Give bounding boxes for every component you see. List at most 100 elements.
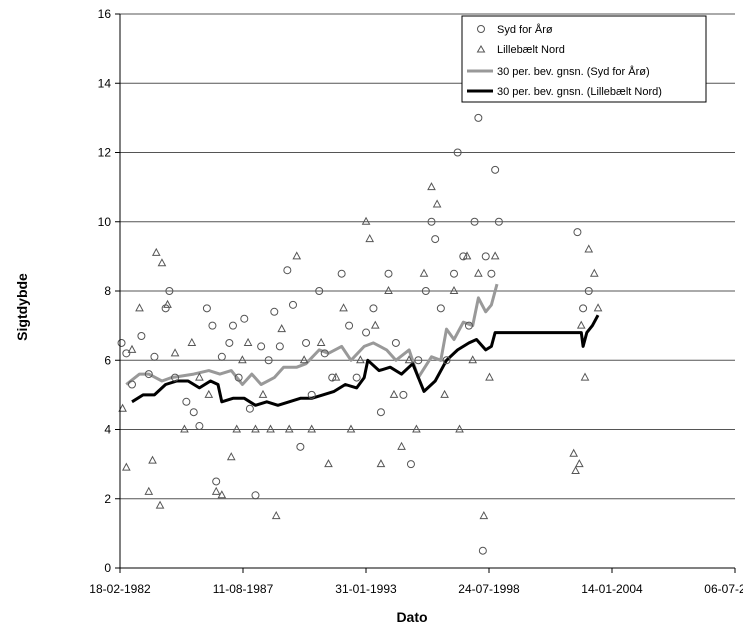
marker-syd-for-aro <box>573 228 582 237</box>
marker-lillebaelt-nord <box>404 355 414 364</box>
marker-lillebaelt-nord <box>144 486 154 495</box>
marker-lillebaelt-nord <box>316 337 326 346</box>
x-tick-label: 11-08-1987 <box>213 582 274 596</box>
marker-syd-for-aro <box>470 217 479 226</box>
marker-lillebaelt-nord <box>589 268 599 277</box>
marker-lillebaelt-nord <box>148 455 157 464</box>
marker-syd-for-aro <box>369 304 378 313</box>
avg-line-lillebaelt-nord <box>131 314 600 407</box>
marker-lillebaelt-nord <box>580 372 590 381</box>
marker-syd-for-aro <box>117 338 126 347</box>
marker-syd-for-aro <box>362 328 371 337</box>
marker-lillebaelt-nord <box>339 303 348 312</box>
marker-lillebaelt-nord <box>571 465 580 475</box>
legend-box <box>461 15 707 103</box>
marker-syd-for-aro <box>225 338 234 347</box>
marker-syd-for-aro <box>202 304 211 313</box>
legend-marker-triangle <box>476 45 486 53</box>
marker-lillebaelt-nord <box>251 424 260 433</box>
avg-line-syd-for-aro <box>125 283 499 386</box>
marker-syd-for-aro <box>414 356 423 365</box>
marker-lillebaelt-nord <box>575 459 584 468</box>
marker-syd-for-aro <box>195 422 204 431</box>
marker-lillebaelt-nord <box>157 258 167 267</box>
marker-lillebaelt-nord <box>474 268 483 277</box>
marker-lillebaelt-nord <box>204 389 214 398</box>
marker-lillebaelt-nord <box>155 500 165 509</box>
legend-label-avg-lillebaelt-nord: 30 per. bev. gnsn. (Lillebælt Nord) <box>497 86 662 98</box>
y-tick-label: 2 <box>104 492 111 506</box>
legend-label-avg-syd-for-aro: 30 per. bev. gnsn. (Syd for Årø) <box>497 65 650 78</box>
marker-syd-for-aro <box>257 342 266 351</box>
marker-syd-for-aro <box>459 252 468 261</box>
marker-lillebaelt-nord <box>346 424 356 433</box>
marker-lillebaelt-nord <box>118 403 127 412</box>
marker-lillebaelt-nord <box>135 303 144 312</box>
marker-lillebaelt-nord <box>376 459 386 468</box>
marker-syd-for-aro <box>399 390 408 399</box>
marker-lillebaelt-nord <box>432 199 442 208</box>
marker-lillebaelt-nord <box>258 389 268 398</box>
marker-syd-for-aro <box>270 307 279 316</box>
y-tick-label: 10 <box>98 215 112 229</box>
y-tick-label: 0 <box>104 561 111 575</box>
marker-syd-for-aro <box>217 352 226 361</box>
marker-syd-for-aro <box>450 269 459 278</box>
marker-syd-for-aro <box>478 546 487 555</box>
marker-syd-for-aro <box>212 477 221 486</box>
y-tick-label: 6 <box>104 353 111 367</box>
marker-syd-for-aro <box>208 321 217 330</box>
marker-syd-for-aro <box>182 397 191 406</box>
marker-lillebaelt-nord <box>217 490 227 499</box>
legend: Syd for Årø Lillebælt Nord 30 per. bev. … <box>461 15 707 103</box>
marker-syd-for-aro <box>127 380 136 389</box>
marker-syd-for-aro <box>579 304 588 313</box>
marker-lillebaelt-nord <box>427 182 436 191</box>
marker-syd-for-aro <box>144 370 153 379</box>
marker-syd-for-aro <box>481 252 490 261</box>
marker-lillebaelt-nord <box>569 448 579 457</box>
marker-lillebaelt-nord <box>151 247 161 256</box>
marker-lillebaelt-nord <box>121 462 131 471</box>
x-tick-label: 06-07-2009 <box>704 582 743 596</box>
marker-syd-for-aro <box>406 460 415 469</box>
y-tick-label: 4 <box>104 423 111 437</box>
marker-lillebaelt-nord <box>397 441 406 450</box>
marker-lillebaelt-nord <box>266 424 275 433</box>
marker-lillebaelt-nord <box>384 285 393 294</box>
x-tick-label: 31-01-1993 <box>335 582 397 596</box>
marker-lillebaelt-nord <box>370 320 380 329</box>
marker-lillebaelt-nord <box>576 320 586 329</box>
marker-lillebaelt-nord <box>479 511 489 520</box>
marker-lillebaelt-nord <box>356 355 365 364</box>
marker-syd-for-aro <box>150 352 159 361</box>
marker-syd-for-aro <box>251 491 260 500</box>
marker-lillebaelt-nord <box>299 355 309 364</box>
marker-syd-for-aro <box>240 314 249 323</box>
marker-lillebaelt-nord <box>584 244 594 253</box>
marker-lillebaelt-nord <box>462 251 472 260</box>
marker-syd-for-aro <box>171 373 180 382</box>
marker-syd-for-aro <box>288 300 297 309</box>
marker-syd-for-aro <box>431 235 440 244</box>
marker-syd-for-aro <box>245 404 254 413</box>
marker-lillebaelt-nord <box>271 511 281 520</box>
marker-lillebaelt-nord <box>163 299 172 308</box>
marker-syd-for-aro <box>453 148 462 157</box>
marker-lillebaelt-nord <box>468 355 478 364</box>
marker-lillebaelt-nord <box>292 251 302 260</box>
marker-syd-for-aro <box>494 217 503 226</box>
legend-marker-circle <box>477 25 485 33</box>
marker-lillebaelt-nord <box>277 324 287 333</box>
marker-lillebaelt-nord <box>324 459 333 468</box>
y-tick-label: 16 <box>98 7 112 21</box>
marker-lillebaelt-nord <box>284 424 294 433</box>
marker-lillebaelt-nord <box>170 348 180 357</box>
marker-syd-for-aro <box>275 342 284 351</box>
marker-lillebaelt-nord <box>485 372 494 381</box>
x-tick-label: 14-01-2004 <box>581 582 643 596</box>
marker-syd-for-aro <box>302 338 311 347</box>
marker-syd-for-aro <box>228 321 237 330</box>
marker-syd-for-aro <box>384 269 393 278</box>
